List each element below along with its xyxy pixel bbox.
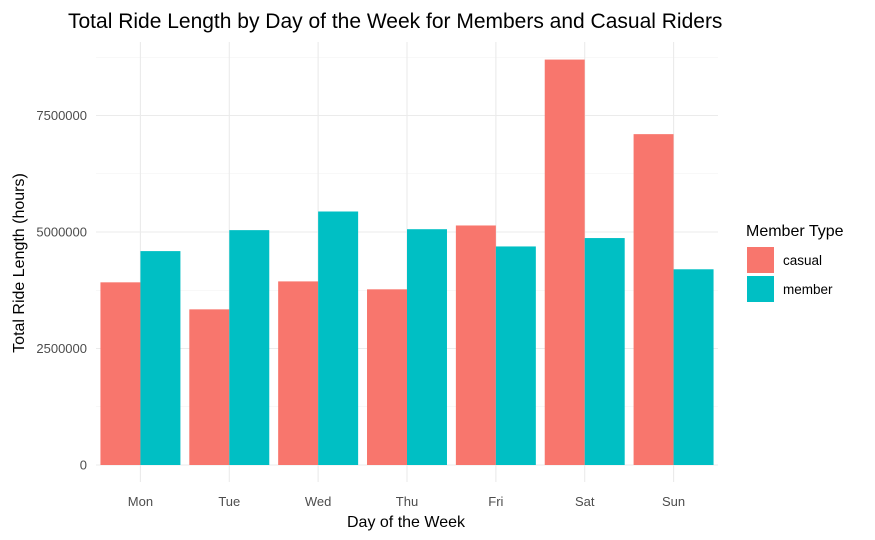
- bar-casual-sat: [544, 59, 585, 466]
- legend-title: Member Type: [746, 223, 844, 240]
- legend-key-member: [747, 276, 774, 302]
- bar-member-wed: [318, 211, 359, 465]
- bar-casual-fri: [455, 225, 496, 465]
- bars: [100, 59, 714, 466]
- bar-member-sat: [584, 238, 625, 465]
- y-axis-title: Total Ride Length (hours): [11, 173, 28, 353]
- legend: Member Type casual member: [746, 223, 844, 302]
- x-axis-title: Day of the Week: [347, 514, 466, 531]
- legend-label-casual: casual: [783, 253, 822, 268]
- y-tick-label: 0: [80, 458, 87, 473]
- bar-member-thu: [407, 229, 447, 465]
- bar-member-fri: [495, 246, 536, 465]
- x-tick-label: Sun: [662, 494, 685, 509]
- x-tick-label: Thu: [396, 494, 418, 509]
- x-axis-ticks: Mon Tue Wed Thu Fri Sat Sun: [128, 494, 685, 509]
- x-tick-label: Mon: [128, 494, 153, 509]
- x-tick-label: Wed: [305, 494, 332, 509]
- bar-member-tue: [229, 230, 270, 465]
- y-tick-label: 7500000: [36, 108, 87, 123]
- x-tick-label: Tue: [218, 494, 240, 509]
- x-tick-label: Sat: [575, 494, 595, 509]
- bar-casual-thu: [367, 289, 407, 465]
- y-axis-ticks: 0 2500000 5000000 7500000: [36, 108, 87, 473]
- bar-casual-tue: [189, 309, 230, 465]
- chart-title: Total Ride Length by Day of the Week for…: [68, 10, 722, 33]
- y-tick-label: 5000000: [36, 225, 87, 240]
- bar-casual-mon: [100, 282, 141, 465]
- legend-label-member: member: [783, 282, 833, 297]
- x-tick-label: Fri: [488, 494, 503, 509]
- bar-member-sun: [673, 269, 714, 465]
- legend-key-casual: [747, 247, 774, 273]
- bar-casual-sun: [633, 134, 674, 465]
- bar-member-mon: [140, 251, 181, 465]
- bar-casual-wed: [278, 281, 319, 465]
- y-tick-label: 2500000: [36, 341, 87, 356]
